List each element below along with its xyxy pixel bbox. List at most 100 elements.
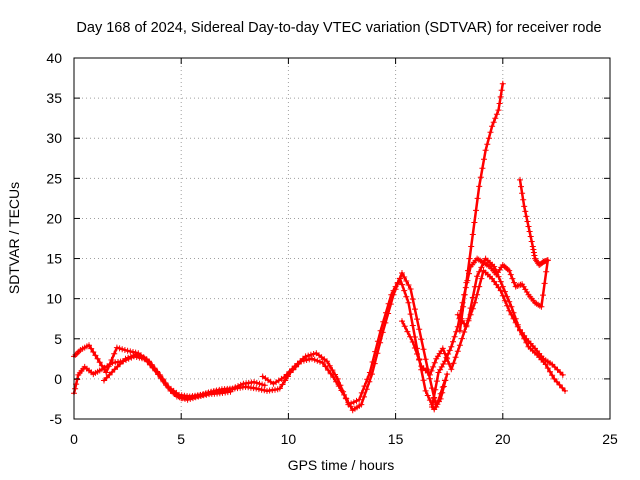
- series-line-arc-7: [456, 269, 565, 377]
- data-point: [443, 354, 450, 361]
- data-point: [103, 374, 110, 381]
- data-point: [504, 293, 511, 300]
- data-point: [138, 354, 145, 361]
- y-tick-label: 15: [46, 251, 62, 267]
- series-markers-arc-10: [517, 176, 551, 268]
- data-point: [448, 343, 455, 350]
- data-point: [481, 156, 487, 163]
- data-point: [422, 387, 429, 394]
- data-point: [295, 361, 302, 367]
- data-point: [111, 350, 118, 357]
- data-point: [330, 374, 337, 381]
- data-point: [468, 243, 475, 250]
- data-point: [358, 389, 365, 396]
- data-point: [114, 363, 121, 370]
- data-point: [210, 388, 217, 395]
- data-point: [377, 339, 384, 346]
- x-tick-label: 25: [602, 431, 618, 447]
- data-point: [103, 369, 110, 376]
- data-point: [401, 274, 408, 280]
- x-tick-label: 5: [177, 431, 185, 447]
- data-series: [71, 80, 568, 414]
- data-point: [478, 264, 485, 271]
- data-point: [473, 207, 479, 214]
- data-point: [519, 190, 526, 197]
- x-axis-label: GPS time / hours: [288, 457, 395, 473]
- data-point: [151, 366, 158, 373]
- y-tick-label: -5: [50, 411, 63, 427]
- data-point: [251, 379, 258, 386]
- data-point: [435, 397, 442, 404]
- axis-ticks: 0 5 10 15 20 25 -5 0 5 10 15 20 25 30 35 40: [46, 50, 618, 447]
- data-point: [499, 80, 506, 87]
- data-point: [94, 355, 101, 362]
- data-point: [461, 291, 468, 298]
- series-markers-arc-7: [454, 267, 566, 378]
- data-point: [416, 357, 423, 363]
- data-point: [399, 281, 405, 288]
- data-point: [474, 195, 481, 202]
- data-point: [433, 378, 440, 385]
- data-point: [255, 386, 262, 393]
- data-point: [514, 323, 521, 330]
- data-point: [405, 282, 412, 288]
- data-point: [525, 223, 532, 230]
- data-point: [549, 372, 556, 379]
- data-point: [490, 119, 497, 126]
- data-point: [466, 255, 473, 262]
- data-point: [416, 326, 423, 333]
- data-point: [101, 377, 107, 384]
- data-point: [509, 275, 516, 282]
- data-point: [495, 107, 502, 114]
- data-point: [429, 385, 435, 392]
- data-point: [256, 380, 263, 387]
- data-point: [162, 380, 169, 387]
- data-point: [456, 342, 463, 349]
- data-point: [363, 386, 370, 393]
- data-point: [385, 310, 392, 317]
- chart-title: Day 168 of 2024, Sidereal Day-to-day VTE…: [76, 20, 601, 36]
- data-point: [276, 385, 283, 392]
- data-point: [544, 365, 551, 372]
- y-tick-label: 40: [46, 50, 62, 66]
- data-point: [317, 358, 323, 365]
- y-tick-label: 20: [46, 210, 62, 226]
- data-point: [469, 294, 476, 301]
- data-point: [111, 366, 118, 373]
- data-point: [403, 293, 410, 300]
- data-point: [432, 386, 439, 393]
- data-point: [409, 339, 416, 345]
- data-point: [366, 378, 373, 385]
- data-point: [345, 399, 352, 406]
- data-point: [302, 353, 309, 360]
- data-point: [253, 379, 260, 386]
- data-point: [309, 355, 315, 362]
- data-point: [543, 268, 550, 275]
- data-point: [407, 311, 414, 318]
- data-point: [146, 359, 153, 366]
- data-point: [441, 377, 448, 384]
- grid: [74, 58, 610, 419]
- data-point: [528, 238, 535, 245]
- data-point: [501, 297, 508, 304]
- series-markers-arc-2: [71, 353, 234, 403]
- data-point: [467, 311, 474, 318]
- data-point: [261, 382, 268, 389]
- data-point: [456, 327, 463, 334]
- series-line-arc-1: [72, 343, 279, 400]
- x-tick-label: 20: [495, 431, 511, 447]
- x-tick-label: 15: [388, 431, 404, 447]
- data-point: [522, 208, 529, 215]
- series-line-arc-9: [458, 82, 505, 333]
- data-point: [426, 371, 433, 378]
- data-point: [424, 392, 431, 399]
- data-point: [411, 306, 418, 313]
- data-point: [403, 278, 410, 284]
- data-point: [72, 385, 79, 392]
- data-point: [259, 381, 266, 388]
- data-point: [414, 316, 420, 323]
- data-point: [369, 371, 375, 378]
- data-point: [450, 338, 456, 345]
- data-point: [506, 307, 513, 314]
- data-point: [497, 278, 504, 285]
